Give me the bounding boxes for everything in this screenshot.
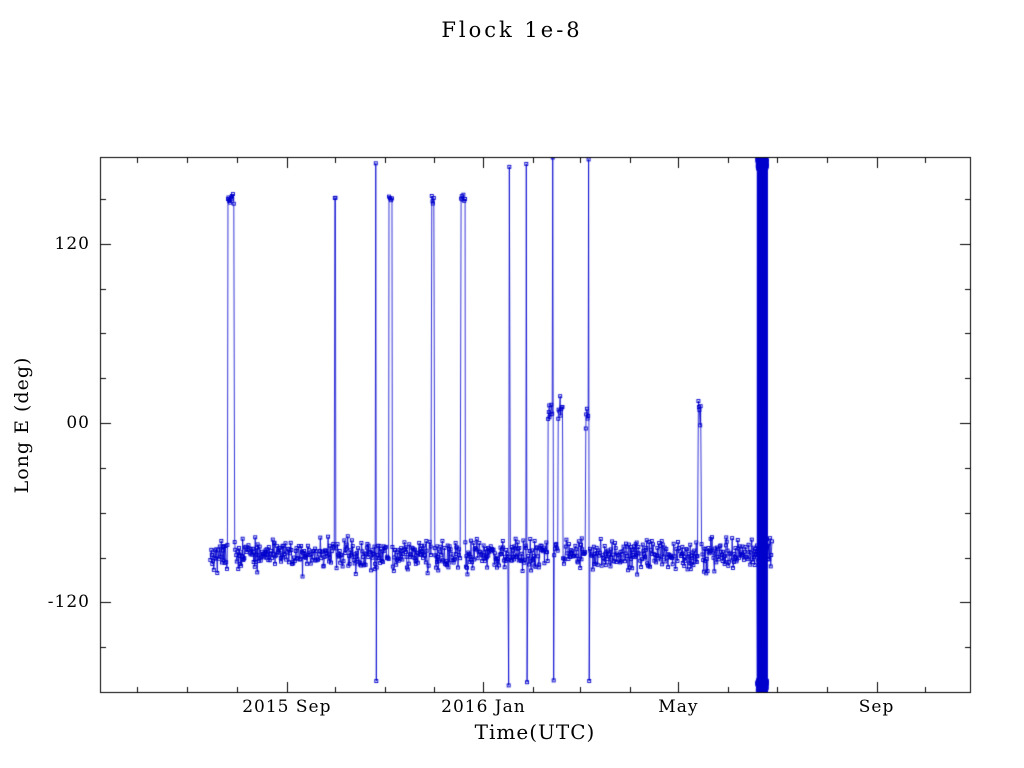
- x-tick-label: 2016 Jan: [441, 697, 526, 717]
- x-tick-label: 2015 Sep: [242, 697, 332, 717]
- x-tick-label: May: [658, 697, 699, 717]
- chart-title: Flock 1e-8: [441, 18, 583, 42]
- y-tick-label: 00: [66, 413, 90, 433]
- x-tick-label: Sep: [858, 697, 895, 717]
- y-tick-label: -120: [47, 592, 90, 613]
- y-tick-label: 120: [54, 233, 90, 254]
- x-axis-label: Time(UTC): [474, 720, 596, 744]
